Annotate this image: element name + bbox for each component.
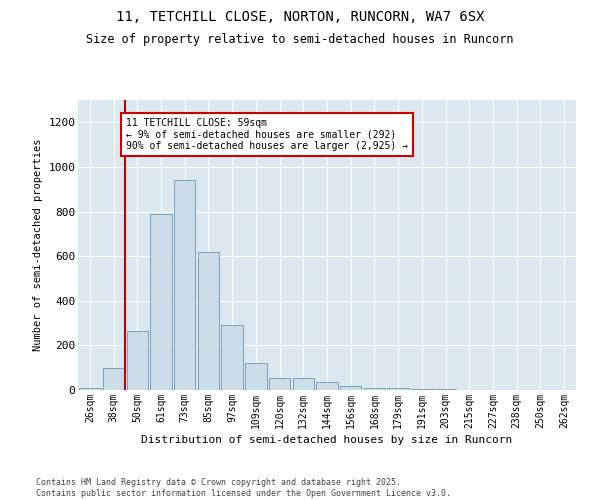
Bar: [198, 252, 219, 390]
Bar: [269, 378, 290, 390]
Bar: [388, 388, 409, 390]
Text: Contains HM Land Registry data © Crown copyright and database right 2025.
Contai: Contains HM Land Registry data © Crown c…: [36, 478, 451, 498]
Bar: [411, 389, 433, 390]
Text: Size of property relative to semi-detached houses in Runcorn: Size of property relative to semi-detach…: [86, 32, 514, 46]
Bar: [174, 180, 196, 390]
Text: 11 TETCHILL CLOSE: 59sqm
← 9% of semi-detached houses are smaller (292)
90% of s: 11 TETCHILL CLOSE: 59sqm ← 9% of semi-de…: [126, 118, 408, 151]
Bar: [79, 388, 101, 390]
X-axis label: Distribution of semi-detached houses by size in Runcorn: Distribution of semi-detached houses by …: [142, 435, 512, 445]
Bar: [340, 386, 361, 390]
Bar: [221, 326, 243, 390]
Text: 11, TETCHILL CLOSE, NORTON, RUNCORN, WA7 6SX: 11, TETCHILL CLOSE, NORTON, RUNCORN, WA7…: [116, 10, 484, 24]
Bar: [364, 388, 385, 390]
Bar: [245, 363, 266, 390]
Bar: [127, 331, 148, 390]
Bar: [293, 378, 314, 390]
Bar: [316, 382, 338, 390]
Y-axis label: Number of semi-detached properties: Number of semi-detached properties: [32, 138, 43, 352]
Bar: [103, 368, 124, 390]
Bar: [151, 214, 172, 390]
